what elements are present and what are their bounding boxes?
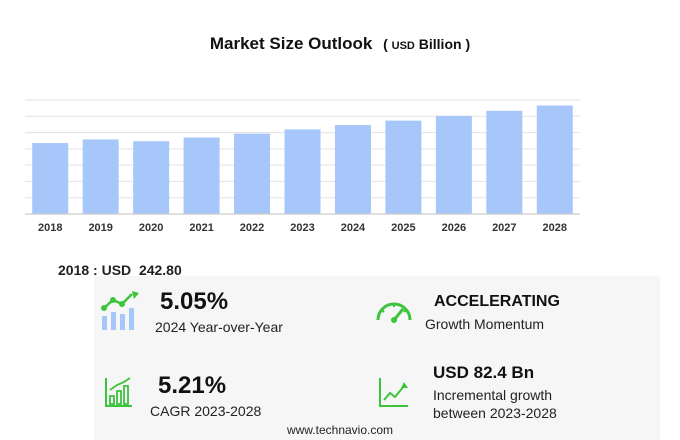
tick-label-2024: 2024 xyxy=(341,222,366,234)
growth-chart-icon xyxy=(105,377,132,407)
chart-unit: ( USD Billion ) xyxy=(383,36,471,52)
tick-label-2028: 2028 xyxy=(543,222,567,234)
kpi-yoy: 5.05% xyxy=(160,288,228,316)
bar-2019 xyxy=(82,139,119,214)
unit-suffix: Billion xyxy=(418,36,462,52)
speedometer-icon xyxy=(376,302,412,323)
tick-label-2025: 2025 xyxy=(391,222,415,234)
unit-prefix: USD xyxy=(391,40,415,52)
bar-2025 xyxy=(385,120,422,214)
chart-title-text: Market Size Outlook xyxy=(209,34,373,53)
tick-label-2021: 2021 xyxy=(189,222,213,234)
kpi-cagr: 5.21% xyxy=(158,372,226,400)
base-year-prefix: 2018 : USD xyxy=(58,262,132,278)
bar-2023 xyxy=(284,129,321,214)
bar-chart: 2018 2019 2020 2021 2022 2023 2024 2025 2026 2027… xyxy=(25,99,580,234)
bar-2020 xyxy=(133,141,170,214)
bar-2026 xyxy=(435,115,472,214)
tick-label-2019: 2019 xyxy=(88,222,112,234)
momentum-label: Growth Momentum xyxy=(425,316,545,332)
bar-2024 xyxy=(334,125,371,214)
footer-url[interactable]: www.technavio.com xyxy=(286,423,394,437)
momentum-value: ACCELERATING xyxy=(434,293,560,310)
base-year-label: 2018 : USD 242.80 xyxy=(58,262,182,278)
kpi-cagr-label-wrap: CAGR 2023-2028 xyxy=(150,402,261,420)
tick-label-2023: 2023 xyxy=(290,222,314,234)
cagr-label: CAGR 2023-2028 xyxy=(150,403,262,419)
tick-label-2020: 2020 xyxy=(139,222,163,234)
yoy-value: 5.05% xyxy=(160,288,229,315)
chart-title: Market Size Outlook ( USD Billion ) xyxy=(0,34,680,54)
tick-label-2027: 2027 xyxy=(492,222,516,234)
kpi-yoy-label-wrap: 2024 Year-over-Year xyxy=(155,318,283,336)
incremental-label-line2: between 2023-2028 xyxy=(433,405,557,421)
kpi-momentum-label-wrap: Growth Momentum xyxy=(425,315,544,333)
bar-2021 xyxy=(183,137,220,214)
tick-label-2026: 2026 xyxy=(442,222,466,234)
kpi-incremental: USD 82.4 Bn xyxy=(433,363,534,383)
yoy-label: 2024 Year-over-Year xyxy=(155,319,283,335)
bar-2018 xyxy=(32,143,69,214)
bar-2027 xyxy=(486,110,523,214)
bar-2028 xyxy=(536,105,573,214)
kpi-momentum: ACCELERATING xyxy=(434,293,560,311)
incremental-value: USD 82.4 Bn xyxy=(433,363,535,382)
kpi-incremental-label-wrap: Incremental growth between 2023-2028 xyxy=(433,386,557,422)
line-trend-icon xyxy=(379,378,408,407)
base-year-value: 242.80 xyxy=(138,262,182,278)
bar-2022 xyxy=(234,133,271,214)
incremental-label-line1: Incremental growth xyxy=(433,387,553,403)
kpi-panel xyxy=(94,276,660,440)
tick-label-2018: 2018 xyxy=(38,222,62,234)
bar-trend-icon xyxy=(101,291,139,330)
cagr-value: 5.21% xyxy=(158,372,227,399)
tick-label-2022: 2022 xyxy=(240,222,264,234)
